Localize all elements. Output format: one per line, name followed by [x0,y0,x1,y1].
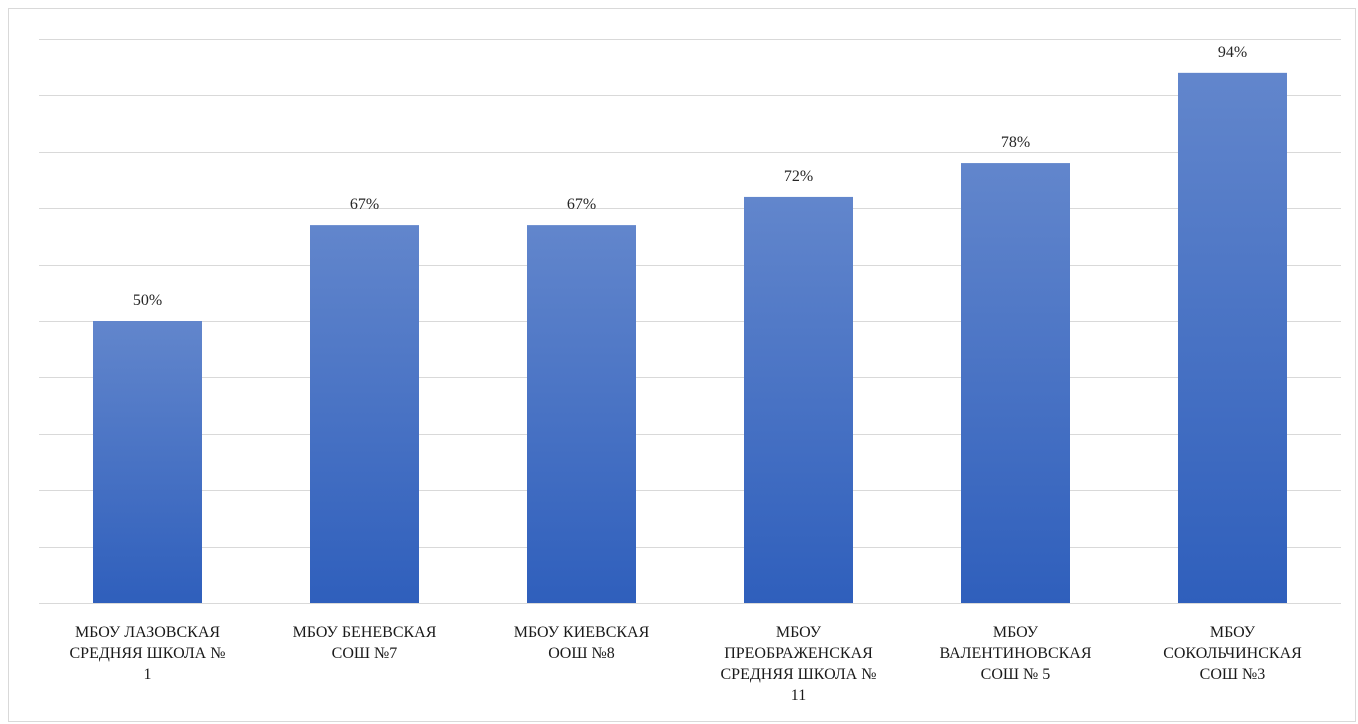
category-label-line: СРЕДНЯЯ ШКОЛА № [70,645,226,662]
bar-5 [961,163,1070,603]
category-label-line: ООШ №8 [548,645,615,662]
category-label-line: ВАЛЕНТИНОВСКАЯ [939,645,1091,662]
category-label-line: МБОУ [776,624,822,641]
category-label-line: СОШ №7 [332,645,398,662]
category-label-line: МБОУ [1210,624,1256,641]
category-label-line: СОКОЛЬЧИНСКАЯ [1163,645,1302,662]
bar-chart: 50% 67% 67% 72% 78% 94% МБОУ ЛАЗОВСКАЯ СРЕДНЯЯ… [39,39,1341,704]
data-label-3: 67% [567,196,596,213]
category-label-1: МБОУ ЛАЗОВСКАЯ СРЕДНЯЯ ШКОЛА № 1 [70,624,226,683]
category-label-line: МБОУ БЕНЕВСКАЯ [293,624,437,641]
data-label-6: 94% [1218,44,1247,61]
bar-1 [93,321,202,603]
category-label-line: СРЕДНЯЯ ШКОЛА № [721,666,877,683]
data-label-2: 67% [350,196,379,213]
category-label-line: 11 [791,687,806,704]
category-label-line: МБОУ ЛАЗОВСКАЯ [75,624,220,641]
category-label-line: ПРЕОБРАЖЕНСКАЯ [724,645,873,662]
category-label-2: МБОУ БЕНЕВСКАЯ СОШ №7 [293,624,437,662]
gridlines [39,39,1341,604]
bar-2 [310,225,419,603]
data-labels: 50% 67% 67% 72% 78% 94% [133,44,1247,309]
category-label-4: МБОУ ПРЕОБРАЖЕНСКАЯ СРЕДНЯЯ ШКОЛА № 11 [721,624,877,704]
chart-area: 50% 67% 67% 72% 78% 94% МБОУ ЛАЗОВСКАЯ СРЕДНЯЯ… [8,8,1356,722]
category-label-line: СОШ №3 [1200,666,1266,683]
category-label-line: 1 [144,666,152,683]
bar-3 [527,225,636,603]
bar-6 [1178,72,1287,604]
category-label-line: СОШ № 5 [981,666,1051,683]
category-label-line: МБОУ [993,624,1039,641]
category-labels: МБОУ ЛАЗОВСКАЯ СРЕДНЯЯ ШКОЛА № 1 МБОУ БЕНЕВ… [70,624,1303,704]
category-label-line: МБОУ КИЕВСКАЯ [514,624,650,641]
category-label-3: МБОУ КИЕВСКАЯ ООШ №8 [514,624,650,662]
data-label-1: 50% [133,292,162,309]
bar-4 [744,196,853,604]
category-label-5: МБОУ ВАЛЕНТИНОВСКАЯ СОШ № 5 [939,624,1091,683]
bars [93,72,1287,604]
data-label-5: 78% [1001,134,1030,151]
category-label-6: МБОУ СОКОЛЬЧИНСКАЯ СОШ №3 [1163,624,1302,683]
data-label-4: 72% [784,168,813,185]
